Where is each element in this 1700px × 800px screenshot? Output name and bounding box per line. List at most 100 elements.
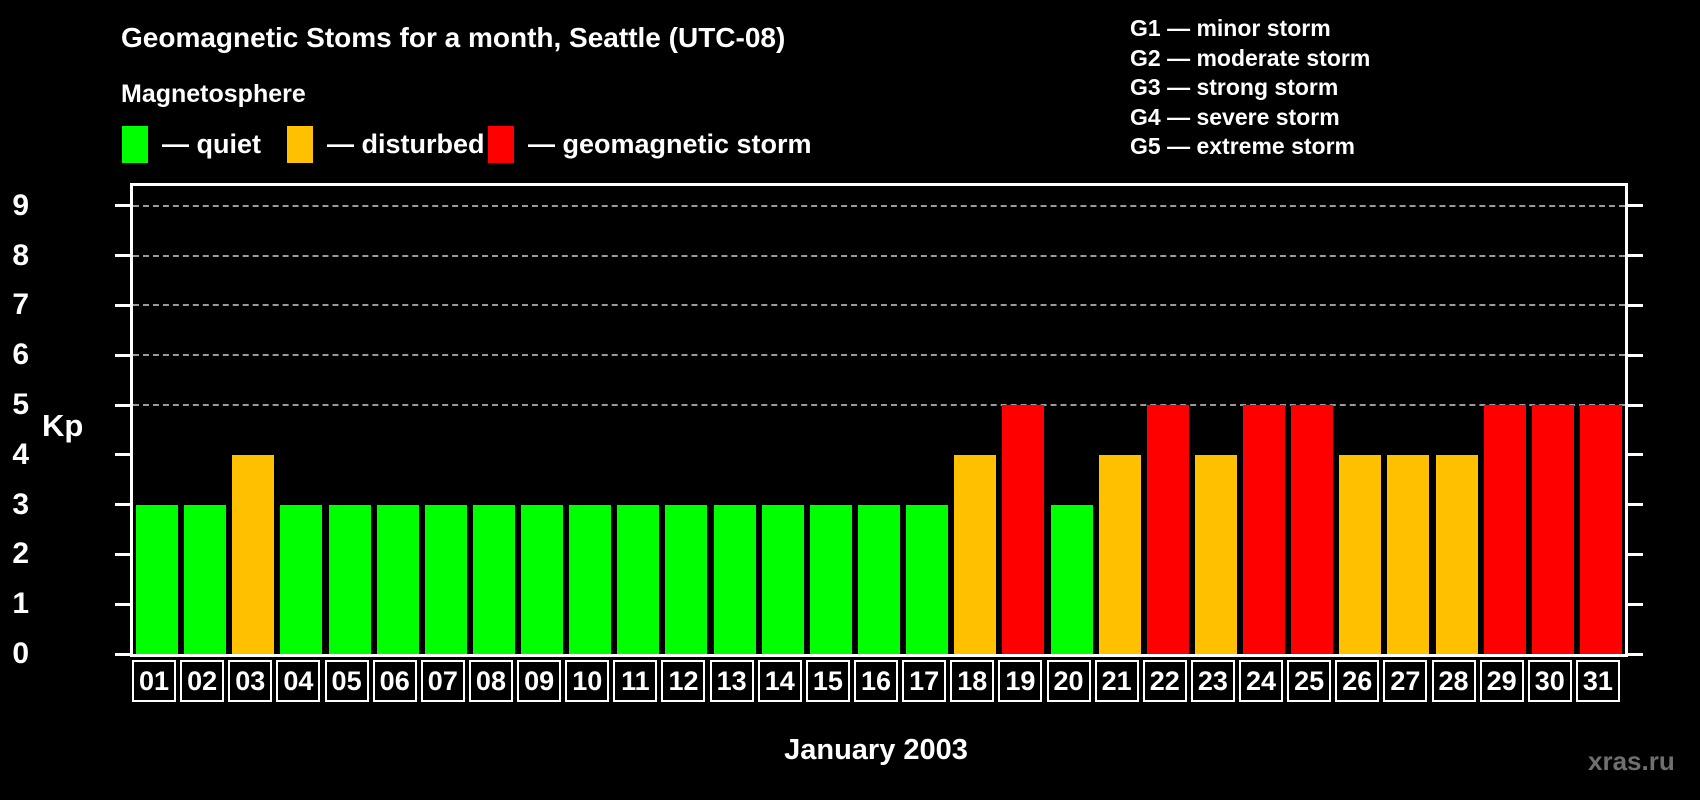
y-axis-tick (1628, 453, 1643, 457)
x-tick-label-day-22: 22 (1142, 660, 1187, 702)
y-axis-tick (115, 403, 130, 407)
legend-label: — quiet (162, 129, 261, 159)
x-tick-label-day-08: 08 (468, 660, 513, 702)
magnetosphere-legend-heading: Magnetosphere (121, 80, 306, 108)
x-tick-label-day-19: 19 (998, 660, 1043, 702)
chart-title: Geomagnetic Stoms for a month, Seattle (… (121, 22, 786, 53)
bar-day-14 (761, 504, 804, 654)
bar-day-27 (1387, 454, 1430, 654)
x-tick-label-day-30: 30 (1527, 660, 1572, 702)
bar-day-21 (1098, 454, 1141, 654)
bar-day-11 (617, 504, 660, 654)
storm-scale-legend: G1 — minor storm G2 — moderate storm G3 … (1130, 15, 1371, 159)
x-tick-label-day-31: 31 (1575, 660, 1620, 702)
bar-day-13 (713, 504, 756, 654)
watermark: xras.ru (1588, 746, 1675, 776)
x-tick-label-day-12: 12 (661, 660, 706, 702)
bar-day-16 (858, 504, 900, 654)
x-tick-label-day-02: 02 (180, 660, 225, 702)
x-tick-label-day-15: 15 (805, 660, 850, 702)
y-axis-tick (1628, 552, 1643, 556)
y-tick-label: 7 (12, 288, 29, 322)
y-axis-tick (1628, 254, 1643, 258)
x-tick-label-day-17: 17 (902, 660, 947, 702)
y-axis-tick (1628, 204, 1643, 208)
x-tick-label-day-25: 25 (1287, 660, 1332, 702)
bar-day-25 (1291, 405, 1334, 654)
legend-item-disturbed: — disturbed (287, 126, 485, 163)
x-tick-label-day-24: 24 (1239, 660, 1284, 702)
y-axis-tick (115, 204, 130, 208)
x-tick-label-day-29: 29 (1479, 660, 1524, 702)
bar-day-29 (1483, 405, 1526, 654)
bar-day-23 (1194, 454, 1237, 654)
bar-day-01 (136, 504, 179, 654)
y-tick-label: 3 (12, 487, 29, 521)
y-tick-label: 0 (12, 637, 29, 670)
y-axis-tick (115, 652, 130, 656)
y-axis-tick (115, 453, 130, 457)
x-tick-label-day-03: 03 (228, 660, 273, 702)
x-tick-label-day-23: 23 (1190, 660, 1235, 702)
y-axis-tick (1628, 403, 1643, 407)
bar-day-04 (280, 504, 323, 654)
y-axis-tick (1628, 602, 1643, 606)
y-tick-label: 9 (12, 188, 29, 222)
y-tick-label: 2 (12, 537, 29, 571)
y-tick-label: 1 (12, 587, 29, 621)
x-tick-label-day-16: 16 (854, 660, 898, 702)
x-tick-label-day-05: 05 (324, 660, 369, 702)
x-tick-label-day-04: 04 (276, 660, 321, 702)
y-tick-label: 5 (12, 388, 29, 422)
y-axis-tick (1628, 353, 1643, 357)
x-tick-label-day-07: 07 (420, 660, 465, 702)
gridline-7 (133, 304, 1625, 307)
bar-day-10 (569, 504, 612, 654)
bar-day-02 (184, 504, 227, 654)
bar-day-06 (376, 504, 419, 654)
bar-day-31 (1579, 405, 1622, 654)
bar-day-17 (906, 504, 949, 654)
legend-item-quiet: — quiet (122, 126, 261, 163)
x-tick-label-day-14: 14 (757, 660, 802, 702)
y-axis-tick (115, 503, 130, 507)
bar-day-20 (1050, 504, 1093, 654)
legend-swatch-disturbed (287, 126, 313, 163)
y-axis-tick (115, 353, 130, 357)
x-tick-label-day-13: 13 (709, 660, 754, 702)
y-axis-label: Kp (42, 408, 84, 443)
legend-item-storm: — geomagnetic storm (488, 126, 812, 163)
x-tick-label-day-28: 28 (1431, 660, 1476, 702)
y-axis-tick (1628, 503, 1643, 507)
bar-day-26 (1339, 454, 1382, 654)
y-tick-label: 8 (12, 238, 29, 272)
x-tick-label-day-01: 01 (132, 660, 177, 702)
x-tick-label-day-20: 20 (1046, 660, 1091, 702)
x-tick-label-day-27: 27 (1383, 660, 1428, 702)
x-tick-label-day-09: 09 (517, 660, 562, 702)
bar-day-28 (1435, 454, 1478, 654)
bar-day-09 (521, 504, 564, 654)
bar-day-22 (1146, 405, 1189, 654)
gridline-5 (133, 404, 1625, 407)
gridline-8 (133, 254, 1625, 257)
bar-day-12 (665, 504, 708, 654)
x-tick-label-day-21: 21 (1094, 660, 1139, 702)
x-tick-label-day-18: 18 (950, 660, 995, 702)
legend-swatch-quiet (122, 126, 148, 163)
bar-day-30 (1531, 405, 1574, 654)
x-axis-tick-row: 01 02 03 04 05 06 07 08 09 10 11 12 13 14 15 16 17 18 19 20… (130, 660, 1622, 704)
bar-day-19 (1002, 405, 1045, 654)
gridline-9 (133, 204, 1625, 207)
plot-area: 0123456789G1G2G3G4G5 (12, 183, 1643, 669)
y-axis-tick (115, 303, 130, 307)
bar-day-07 (424, 504, 467, 654)
x-tick-label-day-10: 10 (565, 660, 610, 702)
x-axis-label: January 2003 (784, 734, 968, 766)
y-tick-label: 4 (12, 437, 29, 471)
legend-label: — disturbed (327, 129, 485, 159)
bar-day-08 (472, 504, 515, 654)
gridline-6 (133, 354, 1625, 357)
x-tick-label-day-11: 11 (613, 660, 658, 702)
